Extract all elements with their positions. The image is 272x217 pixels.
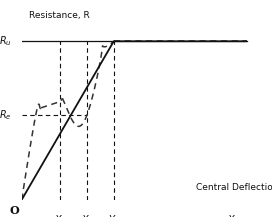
Text: $X_e$: $X_e$ <box>81 213 94 217</box>
Text: Central Deflection, X: Central Deflection, X <box>196 182 272 192</box>
Text: $R_e$: $R_e$ <box>0 108 12 122</box>
Text: $X_m$: $X_m$ <box>227 213 242 217</box>
Text: Resistance, R: Resistance, R <box>29 11 90 20</box>
Text: $X_1$: $X_1$ <box>54 213 67 217</box>
Text: $R_u$: $R_u$ <box>0 34 12 48</box>
Text: O: O <box>10 205 19 216</box>
Text: $Y_0$: $Y_0$ <box>108 213 120 217</box>
